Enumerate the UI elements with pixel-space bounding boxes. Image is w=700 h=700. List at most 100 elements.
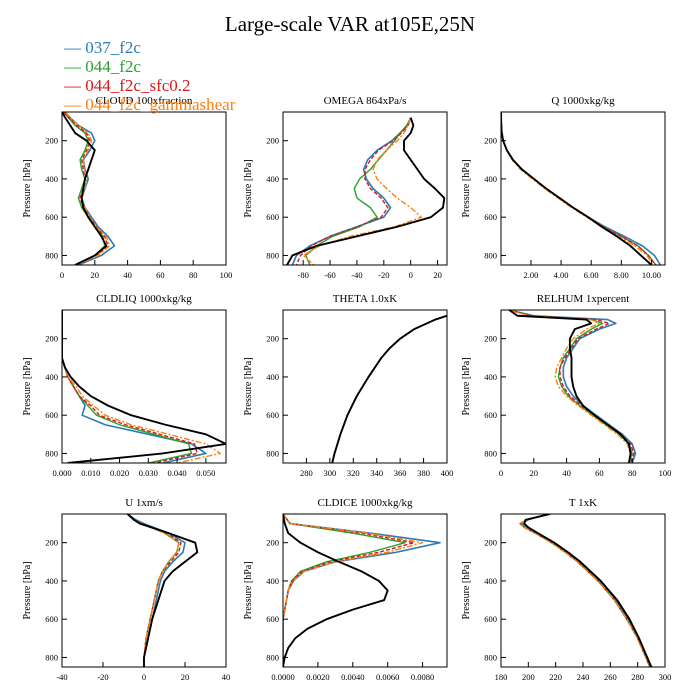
panel: OMEGA 864xPa/s Pressure [hPa] -80 -60 -40 -20… <box>243 95 448 280</box>
plot-frame <box>282 309 448 464</box>
y-tick-label: 200 <box>266 538 279 548</box>
x-tick-label: 0.0020 <box>306 672 329 682</box>
x-tick-label: 0.010 <box>81 468 100 478</box>
x-tick-label: 360 <box>394 468 407 478</box>
x-tick-label: 0.030 <box>139 468 158 478</box>
series-line <box>509 310 632 463</box>
y-axis-label: Pressure [hPa] <box>243 561 254 619</box>
series-line <box>331 314 447 463</box>
y-axis-label: Pressure [hPa] <box>461 357 472 415</box>
y-tick-label: 800 <box>266 652 279 662</box>
legend-label: — 044_f2c_sfc0.2 <box>64 76 191 95</box>
x-tick-label: 0 <box>142 672 146 682</box>
series-line <box>283 514 424 667</box>
series-line <box>519 514 651 667</box>
panel-title: CLOUD 100xfraction <box>96 95 193 107</box>
y-tick-label: 800 <box>484 652 497 662</box>
y-tick-label: 400 <box>484 174 497 184</box>
series-line <box>509 310 637 463</box>
figure-title: Large-scale VAR at105E,25N <box>224 12 476 36</box>
panel-title: CLDLIQ 1000xkg/kg <box>96 293 192 305</box>
panel-title: T 1xK <box>569 497 597 509</box>
x-tick-label: 220 <box>549 672 562 682</box>
plot-frame <box>61 309 227 464</box>
y-axis-label: Pressure [hPa] <box>461 159 472 217</box>
series-line <box>286 117 446 265</box>
y-tick-label: 600 <box>45 410 58 420</box>
x-tick-label: 0 <box>409 270 413 280</box>
series-line <box>291 117 412 265</box>
series-line <box>501 112 653 265</box>
x-tick-label: 300 <box>323 468 336 478</box>
series-line <box>283 514 389 667</box>
series-line <box>62 310 226 463</box>
y-tick-label: 400 <box>266 576 279 586</box>
y-tick-label: 800 <box>484 448 497 458</box>
x-tick-label: -40 <box>351 270 362 280</box>
x-tick-label: 0 <box>60 270 64 280</box>
plot-frame <box>61 111 227 266</box>
x-tick-label: 0.0060 <box>376 672 399 682</box>
x-tick-label: 0.020 <box>110 468 129 478</box>
y-tick-label: 600 <box>484 410 497 420</box>
x-tick-label: 60 <box>595 468 604 478</box>
plot-frame <box>61 513 227 668</box>
series-line <box>126 514 199 667</box>
panel-title: U 1xm/s <box>125 497 163 509</box>
x-tick-label: 80 <box>189 270 198 280</box>
y-tick-label: 200 <box>484 538 497 548</box>
x-tick-label: 0 <box>499 468 503 478</box>
x-tick-label: 0.0040 <box>341 672 364 682</box>
y-tick-label: 400 <box>45 372 58 382</box>
x-tick-label: 0.000 <box>52 468 71 478</box>
plot-frame <box>282 513 448 668</box>
x-tick-label: 20 <box>91 270 100 280</box>
series-line <box>501 112 657 265</box>
x-tick-label: 280 <box>631 672 644 682</box>
series-line <box>331 315 447 463</box>
legend-entry: — 044_f2c_sfc0.2 <box>64 76 235 95</box>
x-tick-label: 320 <box>347 468 360 478</box>
y-axis-label: Pressure [hPa] <box>461 561 472 619</box>
x-tick-label: 300 <box>659 672 672 682</box>
x-tick-label: 280 <box>300 468 313 478</box>
y-axis-label: Pressure [hPa] <box>243 159 254 217</box>
x-tick-label: 60 <box>156 270 165 280</box>
x-tick-label: -20 <box>97 672 108 682</box>
series-line <box>62 310 207 463</box>
y-tick-label: 200 <box>45 136 58 146</box>
y-tick-label: 200 <box>266 136 279 146</box>
x-tick-label: 40 <box>123 270 132 280</box>
plot-frame <box>500 309 666 464</box>
series-line <box>283 514 441 667</box>
series-line <box>331 315 447 463</box>
x-tick-label: 20 <box>530 468 539 478</box>
y-tick-label: 400 <box>45 174 58 184</box>
y-tick-label: 600 <box>266 614 279 624</box>
y-tick-label: 400 <box>45 576 58 586</box>
legend-entry: — 037_f2c <box>64 38 235 57</box>
y-tick-label: 600 <box>45 212 58 222</box>
y-tick-label: 400 <box>484 372 497 382</box>
legend-entry: — 044_f2c <box>64 57 235 76</box>
x-tick-label: -80 <box>297 270 308 280</box>
panel: T 1xK Pressure [hPa] 180 200 220 240 260 280 300… <box>461 497 671 682</box>
series-line <box>62 310 221 463</box>
series-line <box>523 514 653 667</box>
plot-frame <box>500 111 666 266</box>
y-axis-label: Pressure [hPa] <box>243 357 254 415</box>
y-axis-label: Pressure [hPa] <box>22 357 33 415</box>
x-tick-label: 40 <box>562 468 571 478</box>
series-line <box>509 310 635 463</box>
series-line <box>64 112 116 265</box>
x-tick-label: 20 <box>181 672 190 682</box>
x-tick-label: 0.050 <box>196 468 215 478</box>
series-line <box>508 310 632 463</box>
x-tick-label: 8.00 <box>614 270 629 280</box>
legend-label: — 044_f2c <box>64 57 141 76</box>
x-tick-label: 20 <box>433 270 442 280</box>
series-line <box>64 112 111 265</box>
x-tick-label: 0.0000 <box>271 672 294 682</box>
y-tick-label: 400 <box>266 174 279 184</box>
series-line <box>127 514 182 667</box>
